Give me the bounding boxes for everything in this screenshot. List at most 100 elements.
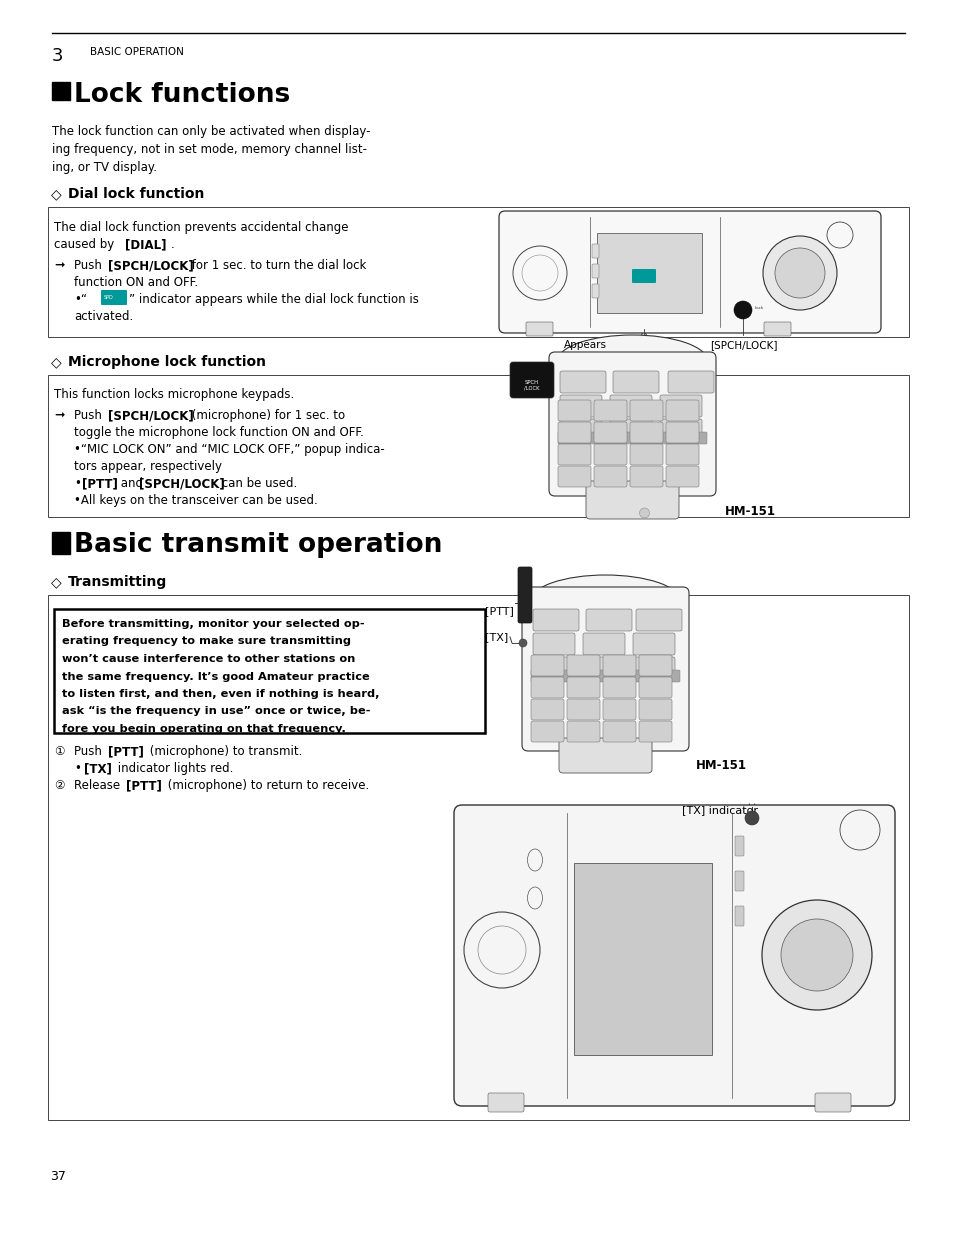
FancyBboxPatch shape bbox=[592, 284, 598, 298]
Text: (microphone) to return to receive.: (microphone) to return to receive. bbox=[164, 779, 369, 792]
FancyBboxPatch shape bbox=[639, 699, 671, 720]
Text: can be used.: can be used. bbox=[218, 477, 297, 490]
FancyBboxPatch shape bbox=[659, 395, 701, 417]
Text: ask “is the frequency in use” once or twice, be-: ask “is the frequency in use” once or tw… bbox=[62, 706, 370, 716]
Text: [TX]: [TX] bbox=[84, 762, 112, 776]
FancyBboxPatch shape bbox=[594, 445, 626, 466]
FancyBboxPatch shape bbox=[521, 587, 688, 751]
Text: HM-151: HM-151 bbox=[724, 505, 775, 517]
FancyBboxPatch shape bbox=[582, 634, 624, 655]
Text: •All keys on the transceiver can be used.: •All keys on the transceiver can be used… bbox=[74, 494, 317, 508]
FancyBboxPatch shape bbox=[665, 445, 699, 466]
FancyBboxPatch shape bbox=[548, 352, 716, 496]
FancyBboxPatch shape bbox=[531, 721, 563, 742]
FancyBboxPatch shape bbox=[629, 400, 662, 421]
Circle shape bbox=[733, 301, 751, 319]
FancyBboxPatch shape bbox=[665, 466, 699, 487]
FancyBboxPatch shape bbox=[633, 634, 675, 655]
Text: (microphone) to transmit.: (microphone) to transmit. bbox=[146, 745, 302, 758]
Text: 3: 3 bbox=[52, 47, 64, 65]
FancyBboxPatch shape bbox=[636, 609, 681, 631]
Text: the same frequency. It’s good Amateur practice: the same frequency. It’s good Amateur pr… bbox=[62, 672, 370, 682]
Text: •: • bbox=[74, 477, 81, 490]
Circle shape bbox=[781, 919, 852, 990]
Text: ②: ② bbox=[54, 779, 65, 792]
Ellipse shape bbox=[530, 576, 679, 627]
FancyBboxPatch shape bbox=[592, 245, 598, 258]
FancyBboxPatch shape bbox=[517, 567, 532, 622]
FancyBboxPatch shape bbox=[629, 466, 662, 487]
Text: [SPCH/LOCK]: [SPCH/LOCK] bbox=[139, 477, 225, 490]
Text: HM-151: HM-151 bbox=[696, 760, 746, 772]
FancyBboxPatch shape bbox=[454, 805, 894, 1107]
FancyBboxPatch shape bbox=[566, 655, 599, 676]
Text: The dial lock function prevents accidental change: The dial lock function prevents accident… bbox=[54, 221, 348, 233]
Text: won’t cause interference to other stations on: won’t cause interference to other statio… bbox=[62, 655, 355, 664]
Text: SPCH
/LOCK: SPCH /LOCK bbox=[524, 380, 539, 390]
Text: [DIAL]: [DIAL] bbox=[125, 238, 167, 251]
FancyBboxPatch shape bbox=[602, 655, 636, 676]
FancyBboxPatch shape bbox=[659, 419, 701, 441]
Circle shape bbox=[639, 508, 649, 517]
FancyBboxPatch shape bbox=[531, 671, 679, 682]
Text: [TX]: [TX] bbox=[484, 632, 508, 642]
FancyBboxPatch shape bbox=[566, 721, 599, 742]
FancyBboxPatch shape bbox=[633, 657, 675, 679]
Circle shape bbox=[744, 811, 759, 825]
FancyBboxPatch shape bbox=[566, 677, 599, 698]
FancyBboxPatch shape bbox=[734, 836, 743, 856]
Text: Transmitting: Transmitting bbox=[68, 576, 167, 589]
FancyBboxPatch shape bbox=[629, 445, 662, 466]
Text: Dial lock function: Dial lock function bbox=[68, 186, 204, 201]
FancyBboxPatch shape bbox=[585, 609, 631, 631]
FancyBboxPatch shape bbox=[559, 395, 601, 417]
Text: tors appear, respectively: tors appear, respectively bbox=[74, 459, 222, 473]
FancyBboxPatch shape bbox=[510, 362, 554, 398]
Text: erating frequency to make sure transmitting: erating frequency to make sure transmitt… bbox=[62, 636, 351, 646]
FancyBboxPatch shape bbox=[558, 432, 706, 445]
FancyBboxPatch shape bbox=[558, 400, 590, 421]
FancyBboxPatch shape bbox=[594, 400, 626, 421]
Text: Push: Push bbox=[74, 745, 106, 758]
Text: activated.: activated. bbox=[74, 310, 133, 324]
Text: .: . bbox=[171, 238, 174, 251]
FancyBboxPatch shape bbox=[665, 400, 699, 421]
FancyBboxPatch shape bbox=[533, 634, 575, 655]
FancyBboxPatch shape bbox=[533, 657, 575, 679]
Text: •“: •“ bbox=[74, 293, 87, 306]
Text: Appears: Appears bbox=[563, 340, 606, 350]
FancyBboxPatch shape bbox=[597, 233, 701, 312]
Text: Before transmitting, monitor your selected op-: Before transmitting, monitor your select… bbox=[62, 619, 364, 629]
FancyBboxPatch shape bbox=[609, 395, 651, 417]
FancyBboxPatch shape bbox=[531, 655, 563, 676]
Text: Lock: Lock bbox=[754, 306, 763, 310]
FancyBboxPatch shape bbox=[488, 1093, 523, 1112]
FancyBboxPatch shape bbox=[594, 422, 626, 443]
Circle shape bbox=[761, 900, 871, 1010]
FancyBboxPatch shape bbox=[667, 370, 713, 393]
FancyBboxPatch shape bbox=[525, 322, 553, 336]
FancyBboxPatch shape bbox=[574, 863, 711, 1055]
Bar bbox=[52, 532, 70, 555]
FancyBboxPatch shape bbox=[734, 871, 743, 890]
FancyBboxPatch shape bbox=[609, 419, 651, 441]
Text: SPD: SPD bbox=[104, 295, 113, 300]
Text: to listen first, and then, even if nothing is heard,: to listen first, and then, even if nothi… bbox=[62, 689, 379, 699]
FancyBboxPatch shape bbox=[602, 699, 636, 720]
Text: [PTT]: [PTT] bbox=[484, 606, 514, 616]
FancyBboxPatch shape bbox=[629, 422, 662, 443]
FancyBboxPatch shape bbox=[814, 1093, 850, 1112]
Text: •: • bbox=[74, 762, 81, 776]
FancyBboxPatch shape bbox=[566, 699, 599, 720]
FancyBboxPatch shape bbox=[594, 466, 626, 487]
FancyBboxPatch shape bbox=[558, 422, 590, 443]
FancyBboxPatch shape bbox=[665, 422, 699, 443]
Text: [TX] indicator: [TX] indicator bbox=[681, 805, 758, 815]
Text: ing, or TV display.: ing, or TV display. bbox=[52, 161, 157, 174]
Text: ①: ① bbox=[54, 745, 65, 758]
Text: [PTT]: [PTT] bbox=[108, 745, 144, 758]
FancyBboxPatch shape bbox=[602, 677, 636, 698]
FancyBboxPatch shape bbox=[559, 370, 605, 393]
FancyBboxPatch shape bbox=[558, 739, 651, 773]
Text: [SPCH/LOCK]: [SPCH/LOCK] bbox=[108, 259, 193, 272]
